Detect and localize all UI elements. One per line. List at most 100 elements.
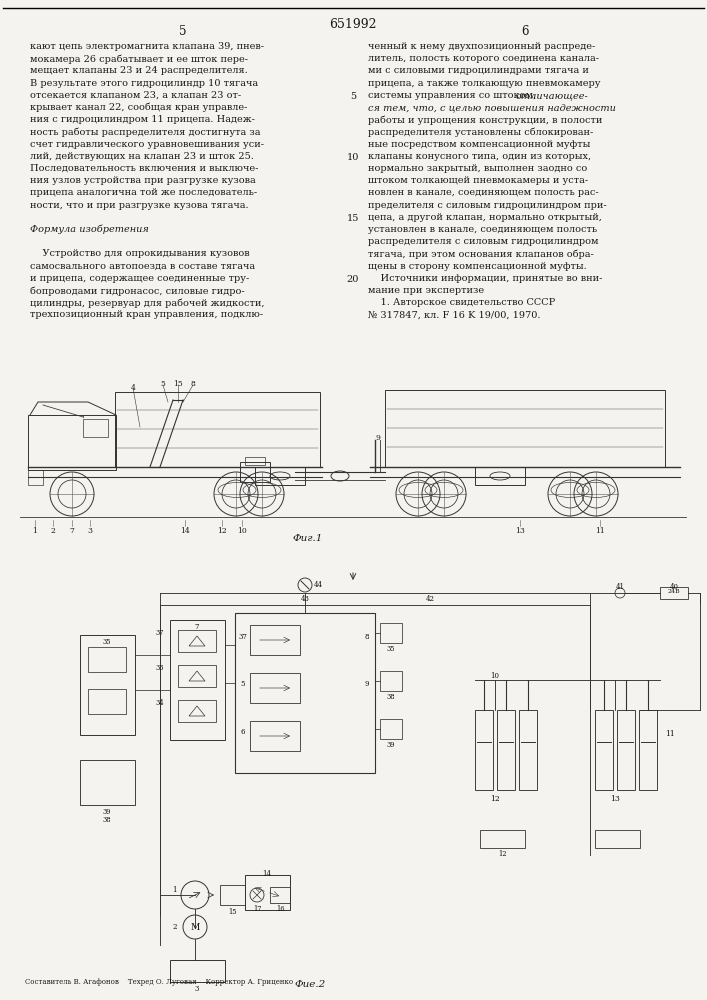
Text: 1. Авторское свидетельство СССР: 1. Авторское свидетельство СССР [368,298,555,307]
Bar [240,462,270,482]
Text: отличающее-: отличающее- [516,91,589,100]
Text: прицепа, а также толкающую пневмокамеру: прицепа, а также толкающую пневмокамеру [368,79,600,88]
Text: 37: 37 [156,629,164,637]
Text: 1: 1 [173,886,177,894]
Text: ченный к нему двухпозиционный распреде-: ченный к нему двухпозиционный распреде- [368,42,595,51]
Text: 8: 8 [191,380,195,388]
Text: тягача, при этом основания клапанов обра-: тягача, при этом основания клапанов обра… [368,249,594,259]
Bar [385,390,665,467]
Bar [380,719,402,739]
Text: ность работы распределителя достигнута за: ность работы распределителя достигнута з… [30,127,260,137]
Text: клапаны конусного типа, один из которых,: клапаны конусного типа, один из которых, [368,152,591,161]
Bar [519,710,537,790]
Text: новлен в канале, соединяющем полость рас-: новлен в канале, соединяющем полость рас… [368,188,599,197]
Bar [475,710,493,790]
Text: лий, действующих на клапан 23 и шток 25.: лий, действующих на клапан 23 и шток 25. [30,152,254,161]
Text: 38: 38 [103,816,111,824]
Bar [250,673,300,703]
Text: 10: 10 [491,672,500,680]
Text: 44: 44 [314,581,323,589]
Bar [380,671,402,691]
Text: 35: 35 [103,638,111,646]
Text: цилиндры, резервуар для рабочей жидкости,: цилиндры, резервуар для рабочей жидкости… [30,298,264,308]
Bar [83,419,108,437]
Text: 2: 2 [173,923,177,931]
Bar [178,630,216,652]
Bar [250,625,300,655]
Bar [170,960,225,982]
Text: 8: 8 [365,633,369,641]
Bar [170,620,225,740]
Text: 20: 20 [347,275,359,284]
Text: Источники информации, принятые во вни-: Источники информации, принятые во вни- [368,274,602,283]
Text: 12: 12 [490,795,500,803]
Bar [220,885,245,905]
Text: 40: 40 [670,583,679,591]
Text: литель, полость которого соединена канала-: литель, полость которого соединена канал… [368,54,599,63]
Text: ности, что и при разгрузке кузова тягача.: ности, что и при разгрузке кузова тягача… [30,201,249,210]
Bar [497,710,515,790]
Bar [255,467,305,485]
Text: 15: 15 [228,908,236,916]
Text: Формула изобретения: Формула изобретения [30,225,149,234]
Bar [28,470,43,485]
Bar [178,700,216,722]
Text: 4: 4 [131,384,136,392]
Text: Фuе.2: Фuе.2 [294,980,326,989]
Text: ные посредством компенсационной муфты: ные посредством компенсационной муфты [368,140,590,149]
Text: самосвального автопоезда в составе тягача: самосвального автопоезда в составе тягач… [30,262,255,271]
Text: 11: 11 [665,730,674,738]
Bar [178,665,216,687]
Text: 5: 5 [241,680,245,688]
Text: 7: 7 [69,527,74,535]
Text: Составитель В. Агафонов    Техред О. Луговая    Корректор А. Гриценко: Составитель В. Агафонов Техред О. Лугова… [25,978,293,986]
Text: 5: 5 [180,25,187,38]
Text: 5: 5 [160,380,165,388]
Text: Последовательность включения и выключе-: Последовательность включения и выключе- [30,164,258,173]
Bar [245,875,290,910]
Text: пределителя с силовым гидроцилиндром при-: пределителя с силовым гидроцилиндром при… [368,201,607,210]
Text: распределителя с силовым гидроцилиндром: распределителя с силовым гидроцилиндром [368,237,599,246]
Text: 16: 16 [276,905,284,913]
Text: 9: 9 [375,434,380,442]
Text: 1: 1 [33,527,37,535]
Bar [245,457,265,465]
Text: 7: 7 [194,623,199,631]
Text: нормально закрытый, выполнен заодно со: нормально закрытый, выполнен заодно со [368,164,588,173]
Bar [250,721,300,751]
Text: В результате этого гидроцилиндр 10 тягача: В результате этого гидроцилиндр 10 тягач… [30,79,258,88]
Text: 3: 3 [195,985,199,993]
Text: цепа, а другой клапан, нормально открытый,: цепа, а другой клапан, нормально открыты… [368,213,602,222]
Text: 6: 6 [241,728,245,736]
Bar [270,887,290,903]
Text: счет гидравлического уравновешивания уси-: счет гидравлического уравновешивания уси… [30,140,264,149]
Text: 17: 17 [253,905,261,913]
Text: 14: 14 [180,527,190,535]
Bar [88,647,126,672]
Text: 34: 34 [156,699,164,707]
Text: 39: 39 [387,741,395,749]
Text: кают цепь электромагнита клапана 39, пнев-: кают цепь электромагнита клапана 39, пне… [30,42,264,51]
Text: 15: 15 [173,380,183,388]
Text: распределителя установлены сблокирован-: распределителя установлены сблокирован- [368,127,593,137]
Text: Устройство для опрокидывания кузовов: Устройство для опрокидывания кузовов [30,249,250,258]
Text: 13: 13 [515,527,525,535]
Text: крывает канал 22, сообщая кран управле-: крывает канал 22, сообщая кран управле- [30,103,247,112]
Text: установлен в канале, соединяющем полость: установлен в канале, соединяющем полость [368,225,597,234]
Bar [660,587,688,599]
Text: системы управления со штоком,: системы управления со штоком, [368,91,539,100]
Text: № 317847, кл. F 16 K 19/00, 1970.: № 317847, кл. F 16 K 19/00, 1970. [368,310,540,319]
Text: трехпозиционный кран управления, подклю-: трехпозиционный кран управления, подклю- [30,310,263,319]
Text: 12: 12 [498,850,506,858]
Text: работы и упрощения конструкции, в полости: работы и упрощения конструкции, в полост… [368,115,602,125]
Text: щены в сторону компенсационной муфты.: щены в сторону компенсационной муфты. [368,262,587,271]
Text: 11: 11 [595,527,605,535]
Text: 12: 12 [217,527,227,535]
Text: 5: 5 [350,92,356,101]
Text: 2: 2 [51,527,55,535]
Text: 651992: 651992 [329,18,377,31]
Text: ния узлов устройства при разгрузке кузова: ния узлов устройства при разгрузке кузов… [30,176,256,185]
Text: 6: 6 [521,25,529,38]
Text: 24В: 24В [667,589,680,594]
Text: бопроводами гидронасос, силовые гидро-: бопроводами гидронасос, силовые гидро- [30,286,245,296]
